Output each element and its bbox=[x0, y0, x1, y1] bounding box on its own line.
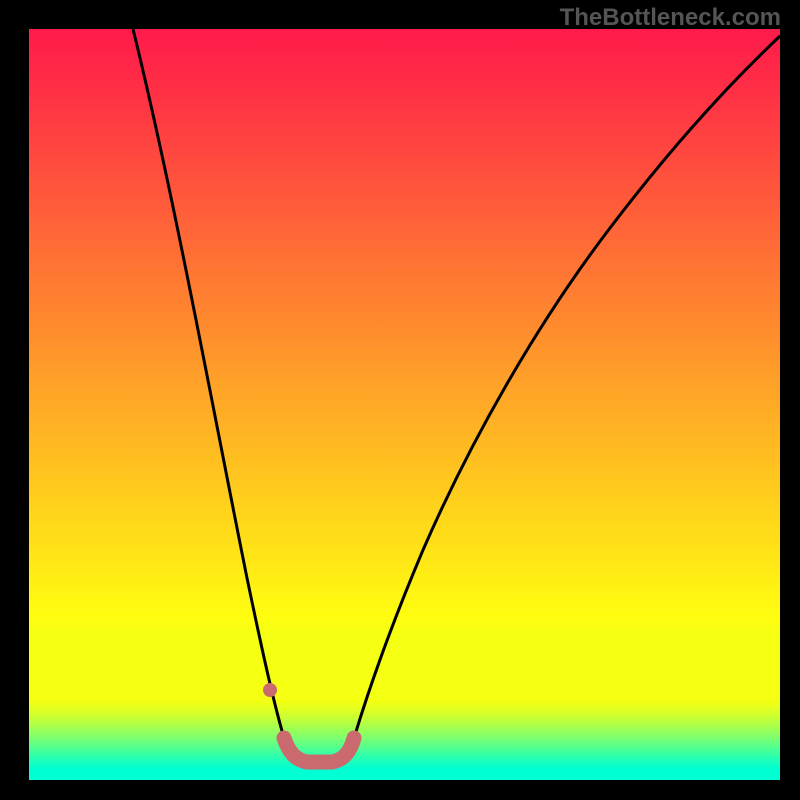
watermark-text: TheBottleneck.com bbox=[560, 4, 781, 32]
marker-dot bbox=[263, 683, 277, 697]
bottleneck-chart bbox=[0, 0, 800, 800]
gradient-background bbox=[29, 29, 780, 780]
